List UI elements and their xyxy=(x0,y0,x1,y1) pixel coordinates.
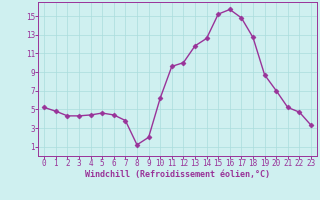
X-axis label: Windchill (Refroidissement éolien,°C): Windchill (Refroidissement éolien,°C) xyxy=(85,170,270,179)
